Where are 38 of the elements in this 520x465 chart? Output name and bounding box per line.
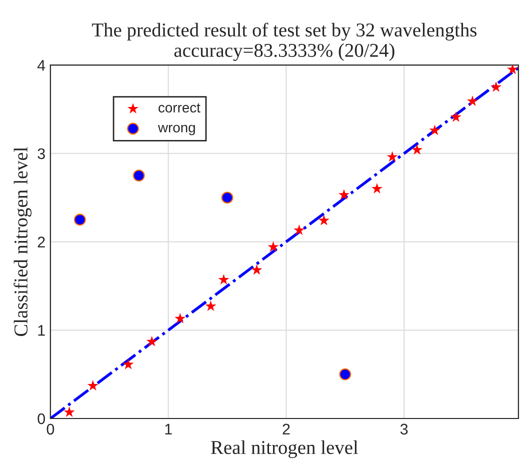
point (412, 144, 423, 155)
point (450, 111, 462, 122)
point (174, 312, 186, 324)
point (74, 214, 86, 226)
point (338, 189, 350, 200)
chart-title: The predicted result of test set by 32 wavelengths accuracy=83.3333% (20/24) (92, 22, 476, 61)
point (507, 65, 518, 74)
x-tick-label: 0 (46, 424, 54, 435)
point (294, 224, 305, 236)
point (64, 406, 75, 418)
y-tick-label: 2 (38, 236, 45, 248)
point (122, 358, 134, 370)
legend-label: wrong (158, 124, 195, 136)
point (371, 182, 383, 194)
point (221, 192, 234, 204)
point (318, 214, 330, 226)
point (132, 170, 145, 182)
point (429, 124, 440, 136)
point (218, 274, 230, 284)
y-tick-label: 0 (38, 413, 45, 424)
point (251, 264, 262, 275)
point (490, 81, 502, 92)
x-tick-label: 1 (165, 424, 172, 434)
x-tick-label: 2 (282, 424, 290, 434)
point (386, 151, 398, 162)
point (146, 336, 158, 346)
x-tick-label: 3 (400, 424, 408, 435)
point (268, 241, 279, 252)
y-tick-label: 3 (38, 148, 45, 160)
legend-label: correct (158, 103, 200, 113)
y-tick-label: 4 (37, 60, 46, 71)
point (205, 300, 216, 311)
point (466, 96, 478, 106)
x-axis-title: Real nitrogen level (211, 440, 358, 458)
point (87, 380, 98, 391)
y-tick-label: 1 (38, 325, 45, 336)
point (339, 368, 352, 380)
y-axis-title: Classified nitrogen level (14, 147, 32, 336)
